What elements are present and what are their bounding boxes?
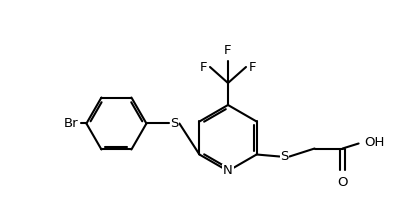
Text: F: F [248, 61, 256, 73]
Text: S: S [280, 150, 288, 163]
Text: F: F [199, 61, 206, 73]
Text: N: N [223, 165, 232, 177]
Text: OH: OH [364, 136, 384, 149]
Text: F: F [224, 44, 231, 57]
Text: S: S [170, 117, 178, 130]
Text: Br: Br [64, 117, 78, 130]
Text: O: O [337, 175, 347, 189]
